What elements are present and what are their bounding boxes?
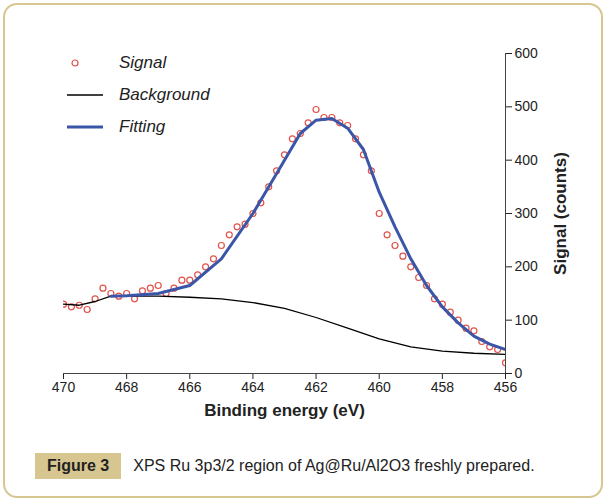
html-text:Figure 3: Figure 3 — [47, 457, 110, 474]
html-text:Fitting: Fitting — [119, 117, 166, 136]
svg-text:458: 458 — [431, 379, 455, 395]
svg-text:470: 470 — [52, 379, 76, 395]
svg-text:300: 300 — [515, 205, 539, 221]
svg-text:600: 600 — [515, 45, 539, 61]
svg-text:200: 200 — [515, 258, 539, 274]
html-text:Background: Background — [119, 85, 210, 104]
svg-text:468: 468 — [115, 379, 139, 395]
svg-text:Binding energy (eV): Binding energy (eV) — [204, 401, 365, 420]
html-text:Signal: Signal — [119, 53, 167, 72]
html-text:XPS Ru 3p3/2 region of Ag@Ru/A: XPS Ru 3p3/2 region of Ag@Ru/Al2O3 fresh… — [133, 457, 535, 474]
svg-text:0: 0 — [514, 365, 523, 381]
svg-text:Signal (counts): Signal (counts) — [551, 152, 570, 275]
svg-text:466: 466 — [178, 379, 202, 395]
svg-text:464: 464 — [241, 379, 265, 395]
svg-text:100: 100 — [515, 312, 539, 328]
svg-text:400: 400 — [515, 152, 539, 168]
svg-text:456: 456 — [494, 379, 518, 395]
svg-text:460: 460 — [368, 379, 392, 395]
svg-text:462: 462 — [304, 379, 328, 395]
svg-text:500: 500 — [515, 98, 539, 114]
